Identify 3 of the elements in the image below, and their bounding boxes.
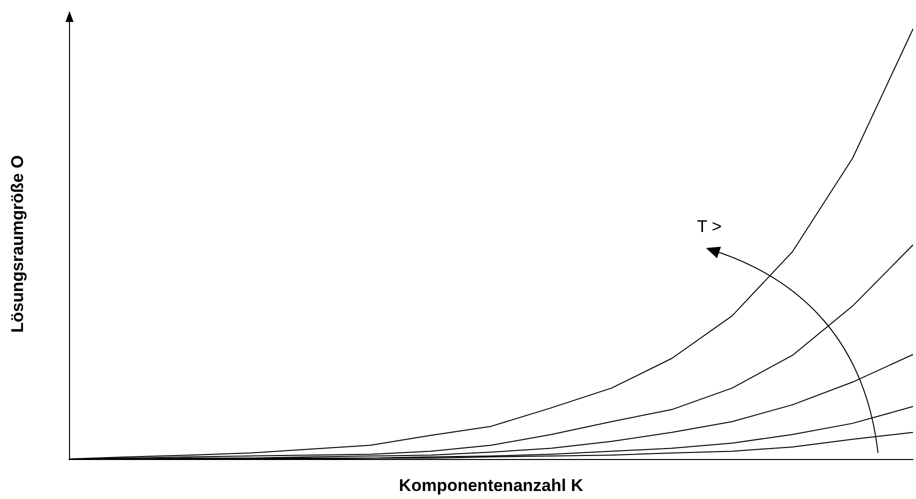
y-axis-title: Lösungsraumgröße O <box>8 155 27 333</box>
annotation: T > <box>697 217 722 236</box>
x-axis-title: Komponentenanzahl K <box>398 476 584 495</box>
